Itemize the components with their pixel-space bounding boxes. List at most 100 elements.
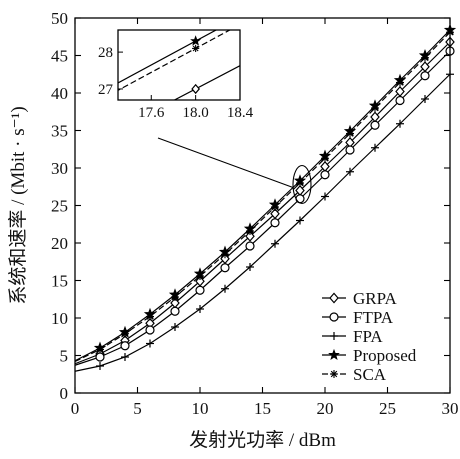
data-point-fpa: [121, 353, 129, 361]
data-point-fpa: [171, 323, 179, 331]
y-tick-label: 40: [51, 84, 68, 103]
inset-plot: 17.6 18.0 18.4 27 28: [98, 29, 254, 121]
data-point-sca: [396, 78, 404, 87]
data-point-ftpa: [270, 218, 280, 228]
inset-frame: [117, 29, 241, 101]
data-point-sca: [321, 154, 329, 163]
data-point-fpa: [196, 305, 204, 313]
data-point-fpa: [371, 143, 379, 152]
legend-item-sca: SCA: [322, 365, 387, 384]
zoom-ellipse: [292, 164, 312, 205]
legend-label-proposed: Proposed: [353, 346, 417, 365]
data-point-ftpa: [345, 145, 355, 155]
y-tick-label: 25: [51, 197, 68, 216]
data-point-sca: [271, 203, 279, 211]
data-point-ftpa: [145, 325, 155, 335]
data-point-fpa: [246, 263, 254, 271]
inset-point-grpa: [191, 83, 201, 95]
plot-lines: [74, 29, 451, 372]
y-tick-label: 5: [60, 347, 69, 366]
data-point-sca: [371, 104, 379, 112]
y-tick-label: 30: [51, 159, 68, 178]
series-line-ftpa: [74, 50, 451, 366]
inset-line-proposed: [118, 30, 218, 84]
inset-x-tick-label: 18.0: [183, 105, 209, 121]
y-tick-label: 20: [51, 234, 68, 253]
legend-item-grpa: GRPA: [322, 289, 398, 308]
inset-y-tick-label: 27: [98, 82, 114, 98]
data-point-grpa: [245, 230, 255, 242]
x-tick-label: 15: [254, 399, 271, 418]
y-tick-label: 10: [51, 309, 68, 328]
y-tick-label: 0: [60, 384, 69, 403]
legend-item-ftpa: FTPA: [322, 308, 394, 327]
legend-label-ftpa: FTPA: [353, 308, 394, 327]
legend-label-fpa: FPA: [353, 327, 383, 346]
data-point-ftpa: [370, 120, 380, 130]
data-point-ftpa: [395, 95, 405, 106]
data-point-ftpa: [245, 241, 255, 251]
data-point-sca: [346, 129, 354, 138]
legend-item-proposed: Proposed: [322, 346, 417, 365]
x-axis-ticks: 0 5 10 15 20 25 30: [71, 18, 459, 418]
zoom-callout: [157, 137, 312, 205]
series-line-proposed: [74, 29, 451, 362]
y-axis-ticks: 0 5 10 15 20 25 30 35 40 45 50: [51, 9, 450, 403]
y-axis-title: 系统和速率 / (Mbit · s⁻¹): [7, 106, 29, 304]
inset-point-proposed: [190, 35, 202, 46]
data-point-fpa: [96, 362, 104, 370]
x-tick-label: 20: [317, 399, 334, 418]
plot-markers: [93, 23, 457, 370]
x-axis-title: 发射光功率 / dBm: [189, 429, 336, 451]
data-point-fpa: [421, 95, 429, 103]
x-tick-label: 0: [71, 399, 80, 418]
data-point-ftpa: [320, 170, 330, 180]
data-point-sca: [171, 293, 179, 301]
data-point-sca: [196, 272, 204, 280]
legend-label-grpa: GRPA: [353, 289, 398, 308]
x-tick-label: 30: [442, 399, 459, 418]
data-point-sca: [221, 250, 229, 259]
legend-marker-fpa: [330, 332, 338, 340]
legend-label-sca: SCA: [353, 365, 387, 384]
data-point-fpa: [296, 216, 304, 225]
data-point-ftpa: [220, 263, 230, 273]
data-point-sca: [421, 53, 429, 62]
y-tick-label: 50: [51, 9, 68, 28]
inset-line-grpa: [173, 65, 240, 100]
inset-y-tick-label: 28: [98, 45, 113, 61]
legend-marker-grpa: [329, 292, 339, 304]
data-point-fpa: [346, 167, 354, 176]
series-line-sca: [74, 31, 451, 363]
x-tick-label: 25: [379, 399, 396, 418]
inset-x-tick-label: 18.4: [227, 105, 254, 121]
data-point-fpa: [321, 192, 329, 201]
data-point-fpa: [146, 339, 154, 348]
data-point-ftpa: [420, 71, 430, 81]
data-point-ftpa: [195, 285, 205, 295]
data-point-ftpa: [120, 341, 130, 351]
x-tick-label: 5: [133, 399, 142, 418]
data-point-sca: [146, 312, 154, 321]
series-line-grpa: [74, 41, 451, 365]
data-point-sca: [96, 345, 104, 354]
data-point-fpa: [271, 239, 279, 248]
data-point-ftpa: [170, 306, 180, 316]
data-point-fpa: [221, 284, 229, 293]
inset-line-sca: [118, 30, 232, 92]
inset-background: [118, 30, 240, 100]
series-line-fpa: [74, 73, 451, 372]
y-tick-label: 35: [51, 122, 68, 141]
data-point-sca: [296, 179, 304, 187]
inset-point-sca: [192, 44, 200, 53]
data-point-fpa: [396, 119, 404, 128]
data-point-sca: [246, 227, 254, 235]
data-point-ftpa: [295, 194, 305, 204]
x-tick-label: 10: [192, 399, 209, 418]
legend-marker-proposed: [328, 348, 340, 360]
zoom-leader-line: [157, 137, 294, 189]
data-point-ftpa: [95, 352, 105, 362]
inset-x-tick-label: 17.6: [138, 105, 165, 121]
